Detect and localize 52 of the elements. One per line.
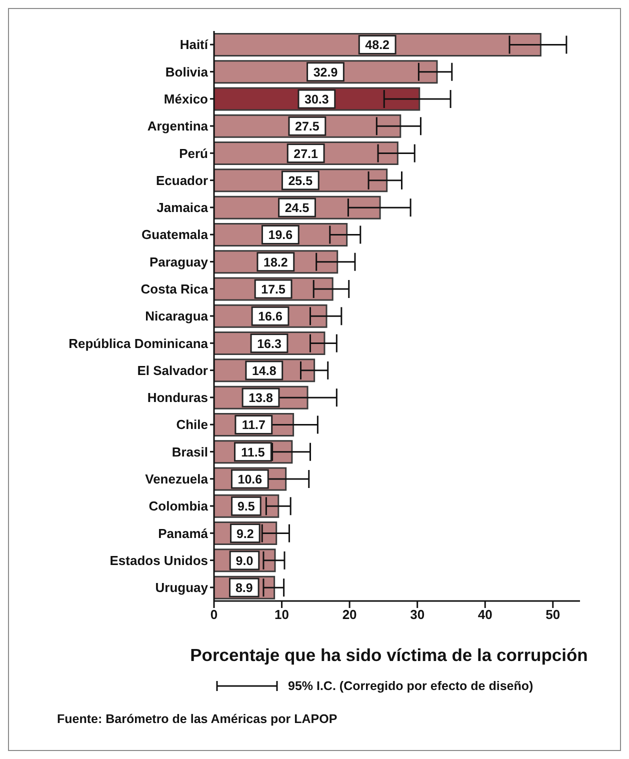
text: 95% I.C. (Corregido por efecto de diseño) [288, 679, 534, 693]
data-label: 27.1 [294, 146, 318, 161]
y-tick-label: Venezuela [145, 471, 209, 486]
y-tick-label: Guatemala [142, 227, 209, 242]
y-tick-label: Ecuador [156, 172, 208, 188]
data-label: 30.3 [304, 92, 329, 106]
data-label: 13.8 [248, 391, 273, 406]
data-label: 19.6 [268, 228, 293, 242]
data-label: 8.9 [235, 581, 253, 596]
data-label: 9.5 [238, 500, 255, 514]
y-tick-label: Nicaragua [145, 308, 209, 324]
data-label: 18.2 [264, 255, 288, 270]
data-label: 25.5 [288, 174, 313, 188]
data-label: 16.3 [257, 336, 282, 351]
data-label: 17.5 [261, 282, 286, 296]
data-label: 27.5 [295, 120, 320, 134]
data-label: 11.5 [241, 445, 265, 460]
x-tick-label: 20 [342, 607, 357, 622]
y-tick-label: Costa Rica [140, 281, 209, 296]
y-tick-label: El Salvador [137, 362, 208, 378]
data-label: 24.5 [284, 201, 310, 216]
x-tick-label: 50 [546, 607, 560, 622]
x-tick-label: 0 [210, 607, 218, 622]
x-axis-title: Porcentaje que ha sido víctima de la corrupción [190, 645, 588, 665]
data-label: 9.2 [236, 526, 254, 541]
y-tick-label: Honduras [147, 390, 208, 406]
y-tick-label: Perú [179, 146, 208, 161]
y-tick-label: Estados Unidos [110, 552, 208, 568]
source-note: Fuente: Barómetro de las Américas por LAPOP [57, 712, 338, 726]
y-tick-label: Colombia [148, 498, 209, 514]
x-tick-label: 10 [274, 607, 290, 622]
data-label: 14.8 [252, 364, 276, 378]
bar [214, 32, 542, 56]
y-tick-label: Brasil [172, 444, 208, 460]
y-tick-label: República Dominicana [68, 336, 209, 351]
data-label: 10.6 [238, 472, 262, 486]
y-tick-label: México [164, 91, 208, 106]
y-tick-label: Bolivia [165, 64, 209, 80]
x-tick-label: 40 [478, 607, 492, 622]
data-label: 32.9 [313, 65, 338, 80]
y-tick-label: Argentina [147, 118, 209, 134]
y-tick-label: Haití [180, 37, 208, 52]
y-tick-label: Panamá [158, 526, 209, 541]
data-label: 11.7 [242, 418, 266, 432]
x-tick-label: 30 [410, 607, 425, 622]
y-tick-label: Jamaica [156, 200, 209, 216]
data-label: 48.2 [365, 38, 390, 52]
y-tick-label: Paraguay [149, 254, 209, 270]
data-label: 16.6 [258, 310, 282, 324]
y-tick-label: Chile [176, 417, 208, 432]
data-label: 9.0 [236, 554, 254, 568]
y-tick-label: Uruguay [155, 580, 209, 596]
